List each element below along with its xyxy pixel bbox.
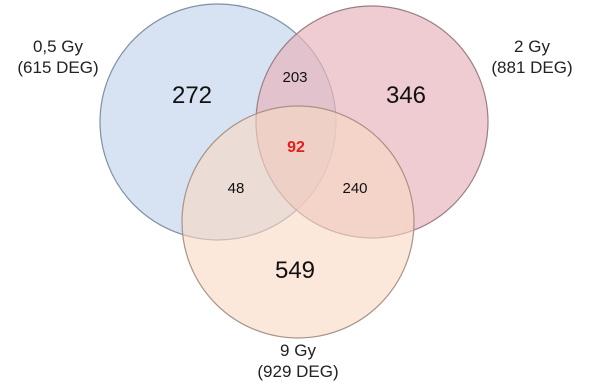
set-label-0-5-gy-count: (615 DEG) [17, 58, 98, 77]
region-2-gy-and-9-gy: 240 [342, 180, 367, 197]
region-0-5-gy-and-9-gy: 48 [228, 180, 245, 197]
set-label-9-gy-count: (929 DEG) [257, 362, 338, 381]
region-only-0-5-gy: 272 [172, 82, 212, 109]
region-only-9-gy: 549 [275, 257, 315, 284]
region-only-2-gy: 346 [386, 82, 426, 109]
set-label-2-gy-name: 2 Gy [514, 37, 550, 56]
set-label-0-5-gy-name: 0,5 Gy [33, 37, 84, 56]
set-label-9-gy-name: 9 Gy [280, 341, 316, 360]
region-0-5-gy-and-2-gy: 203 [282, 69, 307, 86]
set-label-2-gy-count: (881 DEG) [491, 58, 572, 77]
circle-9-gy [181, 105, 415, 339]
region-all-three: 92 [287, 139, 305, 156]
